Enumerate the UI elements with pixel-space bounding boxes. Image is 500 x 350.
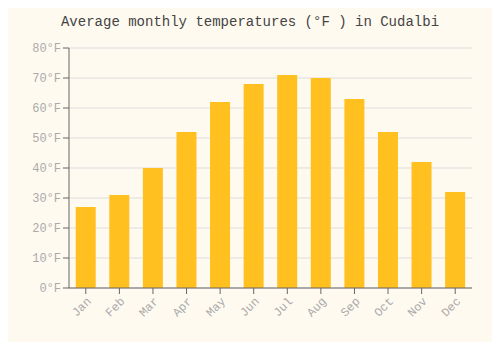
svg-text:50°F: 50°F — [32, 132, 61, 146]
svg-text:20°F: 20°F — [32, 222, 61, 236]
svg-text:Nov: Nov — [405, 295, 430, 320]
svg-text:Jun: Jun — [237, 295, 262, 320]
svg-text:80°F: 80°F — [32, 42, 61, 56]
svg-text:Apr: Apr — [170, 295, 195, 320]
svg-text:70°F: 70°F — [32, 72, 61, 86]
svg-text:40°F: 40°F — [32, 162, 61, 176]
svg-text:10°F: 10°F — [32, 252, 61, 266]
svg-text:Mar: Mar — [137, 295, 162, 320]
svg-text:0°F: 0°F — [39, 282, 61, 296]
svg-text:Dec: Dec — [439, 295, 464, 320]
svg-text:Jan: Jan — [69, 295, 94, 320]
svg-text:Oct: Oct — [372, 295, 397, 320]
svg-text:60°F: 60°F — [32, 102, 61, 116]
svg-text:Aug: Aug — [305, 295, 330, 320]
svg-text:30°F: 30°F — [32, 192, 61, 206]
svg-text:Sep: Sep — [338, 295, 363, 320]
svg-text:Jul: Jul — [271, 295, 296, 320]
svg-text:Feb: Feb — [103, 295, 128, 320]
svg-text:May: May — [204, 295, 229, 320]
html-text:Average monthly temperatures (: Average monthly temperatures (°F ) in Cu… — [61, 14, 439, 30]
